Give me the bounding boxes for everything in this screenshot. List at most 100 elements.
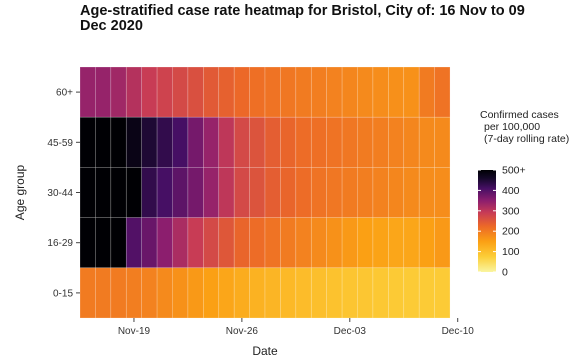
heatmap-cell xyxy=(357,267,374,319)
heatmap-cell xyxy=(264,167,281,218)
heatmap-cell xyxy=(172,116,189,168)
heatmap-cell xyxy=(141,267,158,319)
heatmap-cell xyxy=(418,66,435,118)
heatmap-cell xyxy=(280,267,297,319)
heatmap-cell xyxy=(125,116,142,168)
heatmap-cell xyxy=(79,116,96,168)
heatmap-cell xyxy=(187,267,204,319)
heatmap-cell xyxy=(388,66,405,118)
heatmap-cell xyxy=(341,217,358,269)
heatmap-cell xyxy=(372,116,389,168)
heatmap-cell xyxy=(341,167,358,218)
heatmap-cell xyxy=(372,267,389,319)
heatmap-cell xyxy=(434,116,451,168)
heatmap-cell xyxy=(172,267,189,319)
heatmap-cell xyxy=(233,66,250,118)
heatmap-cell xyxy=(249,267,266,319)
heatmap-cell xyxy=(249,116,266,168)
heatmap-cell xyxy=(187,66,204,118)
heatmap-cell xyxy=(357,116,374,168)
heatmap-cell xyxy=(280,167,297,218)
heatmap-cell xyxy=(110,66,127,118)
heatmap-cell xyxy=(79,217,96,269)
x-tick-label: Dec-10 xyxy=(442,326,475,337)
heatmap-cell xyxy=(141,167,158,218)
heatmap-cell xyxy=(218,217,235,269)
heatmap-cell xyxy=(187,116,204,168)
legend-tick-label: 400 xyxy=(502,185,520,197)
legend-tick-label: 200 xyxy=(502,226,520,238)
x-tick-label: Nov-19 xyxy=(118,326,151,337)
heatmap-cell xyxy=(95,217,112,269)
heatmap-cell xyxy=(218,116,235,168)
heatmap-cell xyxy=(249,167,266,218)
heatmap-cell xyxy=(141,116,158,168)
heatmap-cell xyxy=(187,217,204,269)
heatmap-cell xyxy=(203,267,220,319)
heatmap-cell xyxy=(264,116,281,168)
y-tick-label: 16-29 xyxy=(47,238,73,249)
heatmap-cell xyxy=(264,217,281,269)
heatmap-cell xyxy=(295,217,312,269)
heatmap-cell xyxy=(218,167,235,218)
legend-tick-label: 0 xyxy=(502,267,508,279)
heatmap-cell xyxy=(110,116,127,168)
legend-tick-label: 100 xyxy=(502,246,520,258)
heatmap-cell xyxy=(125,267,142,319)
heatmap-cell xyxy=(310,66,327,118)
heatmap-cell xyxy=(357,66,374,118)
heatmap-cell xyxy=(280,116,297,168)
heatmap-cell xyxy=(326,116,343,168)
heatmap-cell xyxy=(203,217,220,269)
chart-title: Age-stratified case rate heatmap for Bri… xyxy=(80,3,525,34)
y-tick-label: 45-59 xyxy=(47,138,73,149)
heatmap-cell xyxy=(295,66,312,118)
heatmap-cell xyxy=(403,217,420,269)
heatmap-cell xyxy=(233,267,250,319)
heatmap-cell xyxy=(326,167,343,218)
heatmap-cell xyxy=(434,217,451,269)
heatmap-cell xyxy=(326,267,343,319)
heatmap-cell xyxy=(388,116,405,168)
heatmap-cell xyxy=(341,66,358,118)
heatmap-cell xyxy=(434,167,451,218)
heatmap-cell xyxy=(403,116,420,168)
heatmap-cell xyxy=(249,217,266,269)
heatmap-cell xyxy=(95,116,112,168)
heatmap-cell xyxy=(233,116,250,168)
heatmap-cell xyxy=(156,116,173,168)
heatmap-cell xyxy=(264,66,281,118)
heatmap-cell xyxy=(187,167,204,218)
legend-colorbar xyxy=(478,170,496,272)
heatmap-cell xyxy=(156,267,173,319)
x-tick-label: Dec-03 xyxy=(334,326,367,337)
heatmap-cell xyxy=(357,217,374,269)
heatmap-cell xyxy=(326,66,343,118)
heatmap-cell xyxy=(233,167,250,218)
x-axis-title: Date xyxy=(252,344,278,358)
legend-tick-label: 500+ xyxy=(502,165,526,177)
heatmap-cell xyxy=(388,217,405,269)
heatmap-cell xyxy=(79,267,96,319)
heatmap-cell xyxy=(418,267,435,319)
heatmap-cell xyxy=(79,167,96,218)
legend-title-line: per 100,000 xyxy=(484,121,540,133)
heatmap-cell xyxy=(310,167,327,218)
heatmap-cell xyxy=(95,167,112,218)
heatmap-cell xyxy=(372,167,389,218)
x-tick-label: Nov-26 xyxy=(226,326,259,337)
heatmap-cell xyxy=(110,267,127,319)
heatmap-cell xyxy=(295,267,312,319)
heatmap-cell xyxy=(434,267,451,319)
heatmap-cell xyxy=(403,167,420,218)
legend-title-line: Confirmed cases xyxy=(480,109,559,121)
heatmap-cell xyxy=(156,66,173,118)
heatmap-cell xyxy=(110,217,127,269)
heatmap-cell xyxy=(218,66,235,118)
heatmap-cell xyxy=(203,167,220,218)
heatmap-cell xyxy=(125,167,142,218)
heatmap-cell xyxy=(310,217,327,269)
heatmap-cell xyxy=(280,66,297,118)
